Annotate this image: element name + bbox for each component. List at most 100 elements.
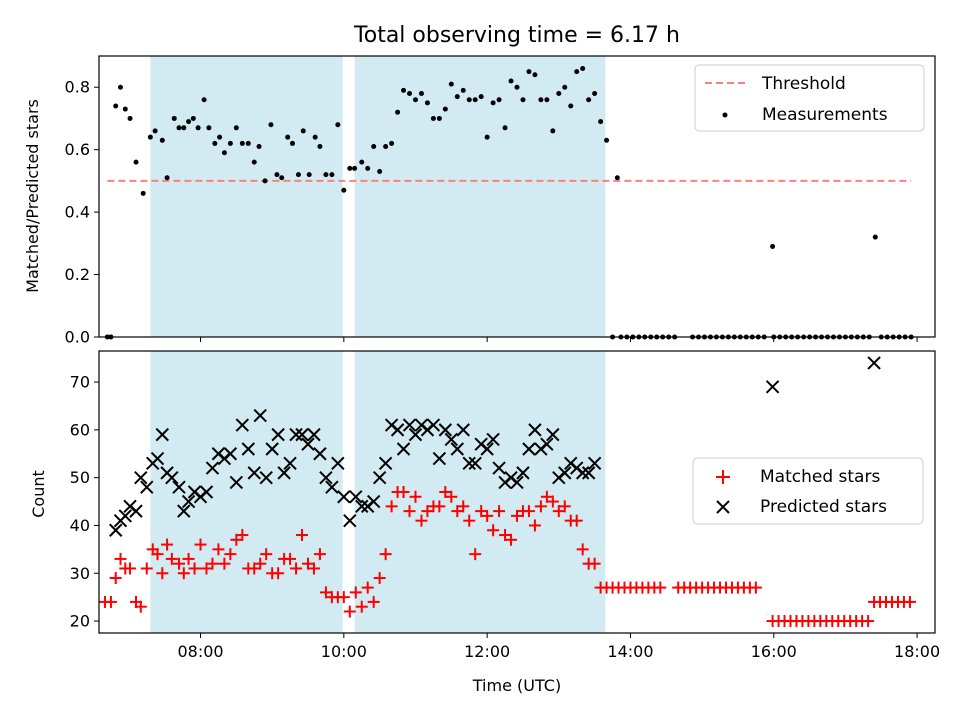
measurement-point — [550, 128, 556, 134]
measurement-point — [352, 165, 358, 171]
measurement-point — [245, 140, 251, 146]
measurement-point — [556, 90, 562, 96]
measurement-point — [341, 187, 347, 193]
predicted-star-point — [581, 466, 596, 480]
predicted-star-point — [450, 442, 464, 456]
bottom-y-tick-label: 70 — [70, 373, 90, 392]
measurement-point — [152, 128, 158, 134]
measurement-point — [295, 172, 301, 178]
measurement-point — [300, 128, 306, 134]
measurement-point — [770, 243, 776, 249]
matched-star-point — [349, 586, 362, 599]
measurement-point — [395, 109, 401, 115]
bottom-x-tick-label: 16:00 — [751, 642, 797, 661]
measurement-point — [514, 84, 520, 90]
measurement-point — [401, 87, 407, 93]
bottom-observing-window — [150, 351, 343, 633]
measurement-point — [329, 172, 335, 178]
measurement-point — [586, 97, 592, 103]
measurement-point — [206, 125, 212, 131]
predicted-star-point — [129, 504, 143, 518]
measurement-point — [221, 150, 227, 156]
measurement-point — [256, 144, 262, 150]
measurement-point — [306, 172, 312, 178]
measurement-point — [212, 140, 218, 146]
measurement-point — [262, 178, 268, 184]
predicted-star-point — [540, 437, 554, 451]
matched-star-point — [151, 548, 164, 561]
predicted-star-point — [155, 427, 170, 442]
matched-star-point — [403, 505, 416, 518]
predicted-star-point — [134, 470, 148, 485]
measurement-point — [502, 125, 508, 131]
matched-star-point — [505, 533, 518, 546]
predicted-star-point — [408, 427, 423, 442]
matched-star-point — [307, 562, 320, 575]
matched-star-point — [373, 572, 386, 585]
matched-star-point — [165, 552, 178, 565]
predicted-star-point — [150, 451, 165, 466]
predicted-star-point — [177, 504, 191, 518]
predicted-star-point — [516, 466, 530, 480]
predicted-star-point — [372, 470, 387, 485]
legend-measurements-swatch — [722, 112, 728, 118]
predicted-star-point — [109, 523, 123, 537]
matched-star-point — [224, 548, 237, 561]
measurement-point — [251, 159, 257, 165]
measurement-point — [407, 90, 413, 96]
measurement-point — [127, 115, 133, 121]
matched-star-point — [862, 615, 875, 628]
matched-star-point — [546, 495, 559, 508]
top-y-axis-label: Matched/Predicted stars — [23, 99, 42, 293]
bottom-x-tick-label: 10:00 — [321, 642, 367, 661]
matched-star-point — [445, 490, 458, 503]
matched-star-point — [161, 538, 174, 551]
top-y-tick-label: 0.6 — [65, 140, 90, 159]
predicted-star-point — [462, 456, 476, 471]
legend-predicted-label: Predicted stars — [760, 497, 887, 517]
matched-star-point — [463, 514, 476, 527]
measurement-point — [312, 134, 318, 140]
matched-star-point — [218, 557, 231, 570]
matched-star-point — [433, 500, 446, 513]
predicted-star-point — [528, 423, 542, 437]
chart-title: Total observing time = 6.17 h — [353, 23, 680, 48]
predicted-star-point — [199, 485, 214, 499]
measurement-point — [592, 90, 598, 96]
predicted-star-point — [205, 461, 220, 475]
measurement-point — [389, 140, 395, 146]
predicted-star-point — [349, 490, 363, 504]
matched-star-point — [397, 486, 410, 498]
matched-star-point — [487, 524, 500, 537]
measurement-point — [424, 100, 430, 106]
bottom-y-tick-label: 30 — [70, 564, 90, 583]
measurement-point — [442, 106, 448, 112]
top-y-tick-label: 0.8 — [65, 78, 90, 97]
measurement-point — [580, 65, 586, 71]
bottom-x-axis-label: Time (UTC) — [472, 676, 561, 695]
predicted-star-point — [765, 380, 780, 394]
bottom-y-tick-label: 40 — [70, 516, 90, 535]
measurement-point — [614, 175, 620, 181]
predicted-star-point — [402, 418, 417, 432]
predicted-star-point — [468, 456, 482, 471]
matched-star-point — [272, 567, 285, 580]
measurement-point — [872, 234, 878, 240]
predicted-star-point — [432, 451, 447, 466]
measurement-point — [454, 94, 460, 100]
measurement-point — [418, 90, 424, 96]
measurement-point — [239, 140, 245, 146]
predicted-star-point — [165, 470, 179, 485]
measurement-point — [335, 122, 341, 128]
predicted-star-point — [289, 427, 303, 442]
matched-star-point — [260, 548, 273, 561]
predicted-star-point — [486, 432, 500, 447]
measurement-point — [181, 125, 187, 131]
bottom-axes-frame — [98, 350, 936, 634]
measurement-point — [460, 87, 466, 93]
bottom-y-axis-label: Count — [29, 470, 48, 518]
matched-star-point — [290, 562, 303, 575]
matched-star-point — [156, 567, 169, 580]
measurement-point — [478, 94, 484, 100]
